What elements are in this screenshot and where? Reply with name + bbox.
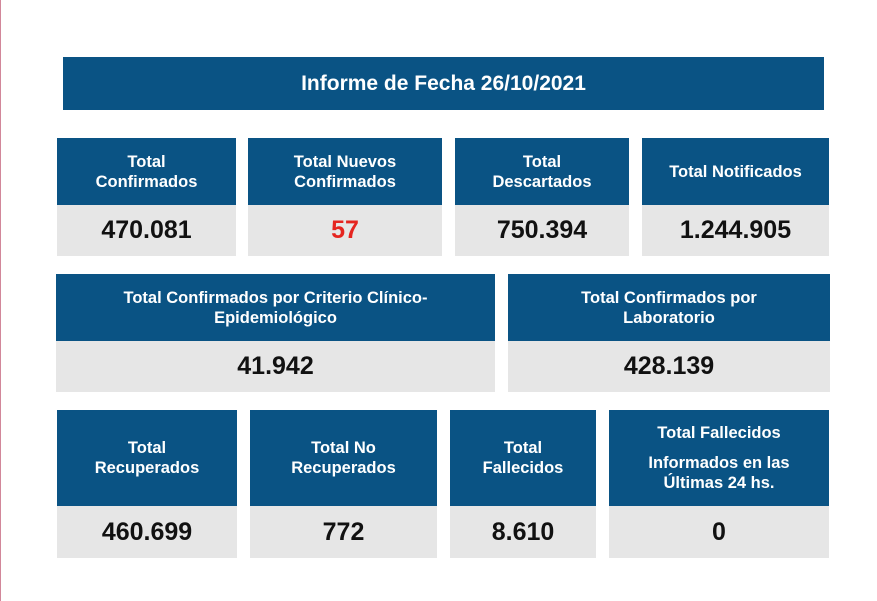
stat-card-total-notificados: Total Notificados 1.244.905	[642, 138, 829, 256]
stat-header: Total Descartados	[455, 138, 629, 205]
stat-header: Total Fallecidos Informados en las Últim…	[609, 410, 829, 506]
stat-label-line: Total Notificados	[669, 162, 802, 181]
stat-label-line: Total	[127, 439, 167, 457]
stat-label-line: Total	[127, 152, 166, 171]
stat-label-line: Recuperados	[291, 459, 396, 477]
stat-card-total-criterio-clinico: Total Confirmados por Criterio Clínico- …	[56, 274, 495, 392]
stat-label-line: Total Nuevos	[293, 152, 397, 171]
stat-value: 41.942	[56, 341, 495, 392]
report-title-banner: Informe de Fecha 26/10/2021	[63, 57, 824, 110]
stat-value: 1.244.905	[642, 205, 829, 256]
stat-label-line: Informados en las	[648, 454, 790, 472]
stat-label-line: Últimas 24 hs.	[663, 474, 775, 492]
stat-value: 460.699	[57, 506, 237, 558]
stat-header: Total No Recuperados	[250, 410, 437, 506]
stat-value: 772	[250, 506, 437, 558]
stat-card-total-fallecidos-24hs: Total Fallecidos Informados en las Últim…	[609, 410, 829, 558]
stat-value: 428.139	[508, 341, 830, 392]
stat-label-line: Descartados	[492, 172, 592, 191]
stat-label-line: Total	[503, 439, 543, 457]
stat-card-total-laboratorio: Total Confirmados por Laboratorio 428.13…	[508, 274, 830, 392]
stat-label-line: Fallecidos	[482, 459, 564, 477]
stat-label-line: Total Confirmados por Criterio Clínico-	[123, 288, 428, 307]
stat-label-line: Total No	[311, 439, 376, 457]
stat-label-line: Total Confirmados por	[581, 288, 757, 307]
stat-header: Total Confirmados por Criterio Clínico- …	[56, 274, 495, 341]
stat-card-total-nuevos-confirmados: Total Nuevos Confirmados 57	[248, 138, 442, 256]
stat-header: Total Nuevos Confirmados	[248, 138, 442, 205]
stat-value: 750.394	[455, 205, 629, 256]
stat-value: 470.081	[57, 205, 236, 256]
page-edge-line	[0, 0, 1, 601]
stat-value-new-cases: 57	[248, 205, 442, 256]
stat-card-total-recuperados: Total Recuperados 460.699	[57, 410, 237, 558]
stat-header: Total Fallecidos	[450, 410, 596, 506]
stat-header: Total Notificados	[642, 138, 829, 205]
stat-label-line: Total Fallecidos	[657, 424, 781, 442]
stat-label-line: Confirmados	[95, 172, 198, 191]
stat-card-total-confirmados: Total Confirmados 470.081	[57, 138, 236, 256]
stat-label-line: Total	[522, 152, 562, 171]
stat-value: 8.610	[450, 506, 596, 558]
stat-label-line: Epidemiológico	[214, 308, 337, 327]
stat-card-total-fallecidos: Total Fallecidos 8.610	[450, 410, 596, 558]
stat-value: 0	[609, 506, 829, 558]
stat-card-total-no-recuperados: Total No Recuperados 772	[250, 410, 437, 558]
stat-header: Total Confirmados	[57, 138, 236, 205]
stat-header: Total Confirmados por Laboratorio	[508, 274, 830, 341]
stat-card-total-descartados: Total Descartados 750.394	[455, 138, 629, 256]
stat-label-line: Recuperados	[94, 459, 200, 477]
report-title: Informe de Fecha 26/10/2021	[301, 71, 586, 95]
stat-header: Total Recuperados	[57, 410, 237, 506]
stat-label-line: Confirmados	[294, 172, 396, 191]
stat-label-line: Laboratorio	[623, 308, 715, 327]
